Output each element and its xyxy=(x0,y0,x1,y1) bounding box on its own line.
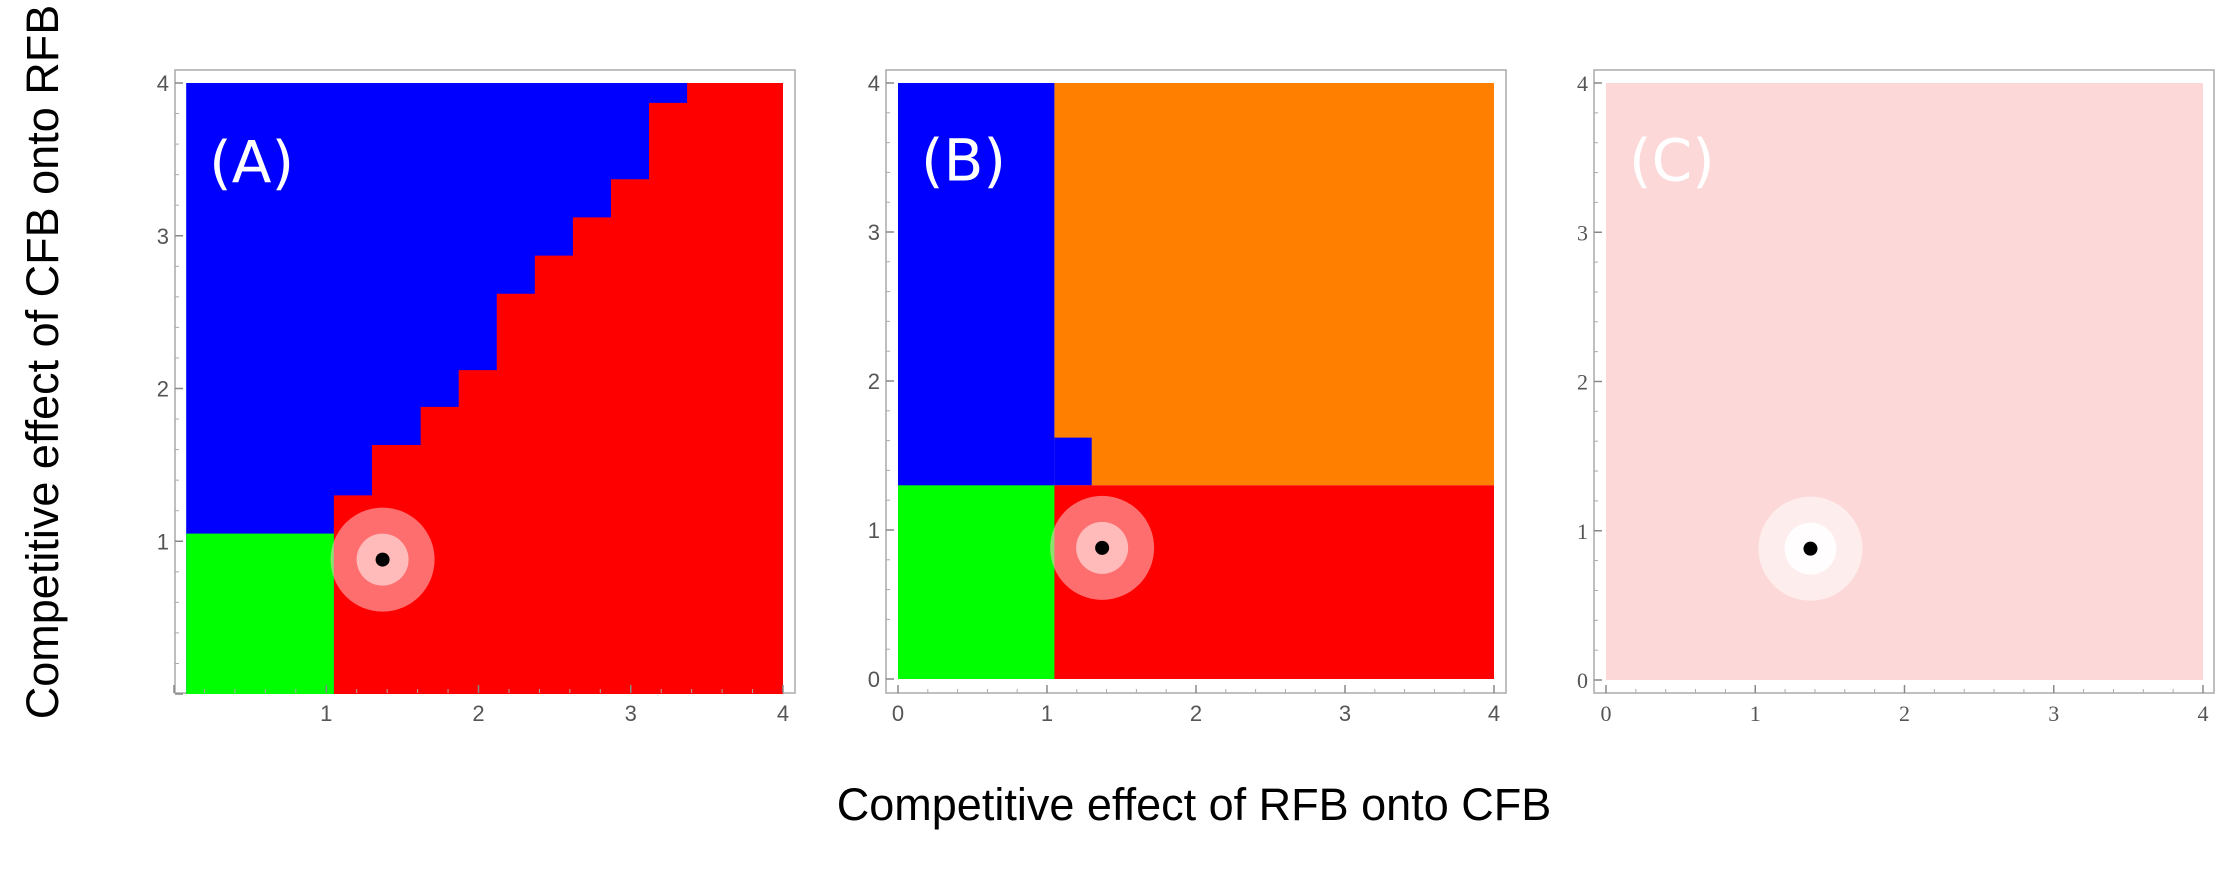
y-tick-label: 3 xyxy=(1577,220,1588,245)
y-tick-label: 3 xyxy=(868,220,880,245)
x-tick-label: 3 xyxy=(1339,701,1351,726)
marker-point xyxy=(1050,495,1155,600)
panel-2: 0 1 2 3 4 0 1 2 3 4 (B) xyxy=(868,69,1507,726)
x-tick-label: 2 xyxy=(1190,701,1202,726)
marker-dot xyxy=(375,552,390,567)
x-tick-label: 0 xyxy=(1601,701,1612,726)
x-tick-label: 3 xyxy=(625,701,637,726)
ticks xyxy=(886,82,1495,693)
x-tick-label: 0 xyxy=(892,701,904,726)
red-region xyxy=(333,83,783,694)
x-tick-label: 4 xyxy=(1488,701,1500,726)
y-tick-label: 1 xyxy=(868,518,880,543)
panels: 1 2 3 4 1 2 3 4 (A) 0 1 2 3 4 0 1 2 3 4 (B) 0 1 2 3 4 0 1 2 3 4 (C) xyxy=(157,69,2215,726)
orange-region xyxy=(1054,83,1494,486)
green-region xyxy=(898,485,1055,679)
marker-dot xyxy=(1095,540,1110,555)
blue-region xyxy=(1054,437,1092,486)
panel-1: 1 2 3 4 1 2 3 4 (A) xyxy=(157,69,796,726)
y-tick-label: 0 xyxy=(868,667,880,692)
x-tick-label: 2 xyxy=(472,701,484,726)
x-tick-label: 1 xyxy=(1041,701,1053,726)
y-tick-label: 4 xyxy=(1577,71,1588,96)
x-tick-label: 2 xyxy=(1899,701,1910,726)
ticks xyxy=(173,82,784,695)
green-region xyxy=(186,533,334,694)
x-tick-label: 1 xyxy=(1750,701,1761,726)
marker-point xyxy=(330,507,435,612)
panel-3: 0 1 2 3 4 0 1 2 3 4 (C) xyxy=(1577,69,2215,726)
x-tick-label: 1 xyxy=(320,701,332,726)
y-tick-label: 2 xyxy=(157,377,169,402)
ticks xyxy=(1594,82,2204,693)
x-tick-label: 4 xyxy=(2198,701,2209,726)
marker-point xyxy=(1758,496,1863,601)
y-tick-label: 4 xyxy=(868,71,880,96)
y-tick-label: 4 xyxy=(157,71,169,96)
y-axis-title: Competitive effect of CFB onto RFB xyxy=(17,5,68,719)
x-axis-title: Competitive effect of RFB onto CFB xyxy=(837,779,1551,830)
y-tick-label: 1 xyxy=(157,529,169,554)
y-tick-label: 2 xyxy=(868,369,880,394)
y-tick-label: 2 xyxy=(1577,370,1588,395)
pink-region xyxy=(1606,83,2203,680)
marker-dot xyxy=(1803,541,1818,556)
panel-label: (C) xyxy=(1629,127,1715,195)
y-tick-label: 3 xyxy=(157,224,169,249)
y-tick-label: 1 xyxy=(1577,519,1588,544)
panel-label: (A) xyxy=(209,128,294,196)
y-tick-label: 0 xyxy=(1577,668,1588,693)
panel-label: (B) xyxy=(921,126,1006,194)
x-tick-label: 4 xyxy=(777,701,789,726)
x-tick-label: 3 xyxy=(2048,701,2059,726)
